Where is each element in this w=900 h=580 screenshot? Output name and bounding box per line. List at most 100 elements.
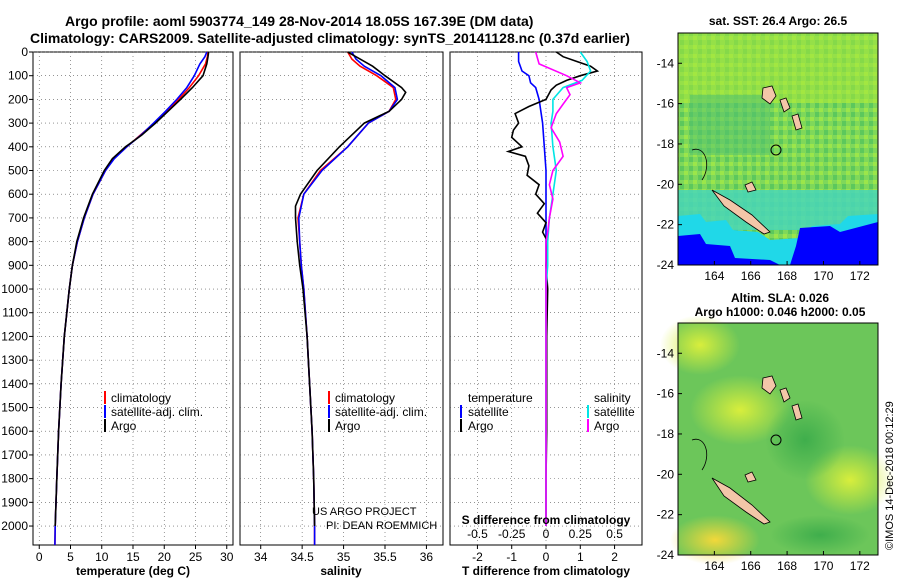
island	[791, 113, 803, 131]
x-tick-label: 35	[337, 550, 351, 564]
x2-tick-label: 0.5	[606, 527, 623, 541]
salinity-lines	[294, 51, 407, 545]
map-x-tick-label: 166	[741, 559, 761, 573]
y-tick-label: 600	[8, 187, 28, 201]
y-tick-label: 2000	[1, 519, 28, 533]
map-y-tick-label: -22	[657, 218, 675, 232]
sla-map	[660, 315, 895, 565]
x-tick-label: 2	[611, 550, 618, 564]
map-y-tick-label: -20	[657, 177, 675, 191]
sst-patch	[690, 95, 770, 155]
sst-map-ticks: 164 166 168 170 172 -14 -16 -18 -20 -22 -24	[657, 56, 870, 283]
sla-low-patch	[770, 515, 870, 555]
y-tick-label: 1200	[1, 329, 28, 343]
reef-outline	[691, 438, 708, 471]
depth-axis-ticks: 0 100 200 300 400 500 600 700 800 900 1000 1100 1200…	[1, 45, 33, 533]
imos-watermark: ©IMOS 14-Dec-2018 00:12:29	[884, 401, 896, 550]
y-tick-label: 1600	[1, 424, 28, 438]
y-tick-label: 900	[8, 258, 28, 272]
difference-legend: temperature satellite Argo salinity sate…	[460, 391, 635, 433]
sla-map-title-1: Altim. SLA: 0.026	[731, 291, 829, 305]
sla-high-patch	[670, 515, 760, 565]
temperature-lines	[54, 51, 210, 546]
sla-high-patch	[690, 375, 790, 445]
y-tick-label: 500	[8, 164, 28, 178]
x-tick-label: 35.5	[373, 550, 397, 564]
island	[779, 387, 791, 403]
y-tick-label: 200	[8, 92, 28, 106]
legend-t-satellite: satellite	[468, 405, 509, 419]
y-tick-label: 100	[8, 69, 28, 83]
x-tick-label: 36	[420, 550, 434, 564]
map-x-tick-label: 172	[850, 269, 870, 283]
legend-climatology: climatology	[335, 391, 395, 405]
series-s-argo	[534, 51, 583, 526]
y-tick-label: 300	[8, 116, 28, 130]
title-line-1: Argo profile: aoml 5903774_149 28-Nov-20…	[65, 13, 533, 29]
project-line-1: US ARGO PROJECT	[312, 506, 417, 518]
map-x-tick-label: 168	[777, 559, 797, 573]
y-tick-label: 1100	[2, 306, 28, 320]
x-tick-label: 0	[36, 550, 43, 564]
sst-cold-west	[678, 234, 780, 265]
island	[761, 85, 777, 105]
y-tick-label: 1000	[1, 282, 28, 296]
salinity-axis-ticks: 34 34.5 35 35.5 36	[254, 545, 433, 564]
sst-map-frame	[677, 32, 879, 266]
legend-argo: Argo	[335, 419, 361, 433]
y-tick-label: 400	[8, 140, 28, 154]
y-tick-label: 1300	[1, 353, 28, 367]
x-tick-label: 25	[189, 550, 203, 564]
s-difference-xlabel: S difference from climatology	[462, 513, 631, 527]
sla-map-ticks: 164 166 168 170 172 -14 -16 -18 -20 -22 -24	[657, 346, 870, 573]
legend-climatology: climatology	[111, 391, 171, 405]
project-line-2: PI: DEAN ROEMMICH	[326, 520, 437, 532]
y-tick-label: 1500	[1, 401, 28, 415]
map-x-tick-label: 164	[704, 269, 724, 283]
island	[779, 97, 791, 113]
x2-tick-label: -0.25	[498, 527, 526, 541]
argo-position-marker	[770, 434, 782, 446]
y-tick-label: 1900	[1, 495, 28, 509]
y-tick-label: 0	[21, 45, 28, 59]
map-y-tick-label: -16	[657, 97, 675, 111]
series-argo	[294, 51, 407, 527]
temperature-axis-ticks: 0 5 10 15 20 25 30	[36, 545, 234, 564]
legend-salinity-heading: salinity	[594, 391, 631, 405]
y-tick-label: 1400	[1, 377, 28, 391]
salinity-panel	[239, 51, 444, 546]
sla-map-frame	[677, 322, 879, 556]
map-y-tick-label: -18	[657, 427, 675, 441]
x-tick-label: 20	[158, 550, 172, 564]
island	[744, 181, 757, 193]
x-tick-label: -2	[472, 550, 483, 564]
map-y-tick-label: -24	[657, 258, 675, 272]
x-tick-label: 15	[126, 550, 140, 564]
sst-warm-band	[678, 33, 878, 103]
island	[791, 403, 803, 421]
new-caledonia-island	[711, 189, 771, 235]
map-x-tick-label: 168	[777, 269, 797, 283]
x-tick-label: 1	[577, 550, 584, 564]
series-argo	[54, 51, 210, 527]
salinity-legend: climatology satellite-adj. clim. Argo	[328, 391, 427, 433]
map-x-tick-label: 170	[813, 269, 833, 283]
legend-temperature-heading: temperature	[468, 391, 533, 405]
x-tick-label: 5	[67, 550, 74, 564]
legend-satellite: satellite-adj. clim.	[111, 405, 203, 419]
sla-map-title-2: Argo h1000: 0.046 h2000: 0.05	[695, 305, 866, 319]
island	[744, 471, 757, 483]
map-x-tick-label: 166	[741, 269, 761, 283]
title-line-2: Climatology: CARS2009. Satellite-adjuste…	[30, 30, 630, 46]
map-y-tick-label: -14	[657, 56, 675, 70]
sla-low-patch	[765, 400, 845, 480]
sst-map-title: sat. SST: 26.4 Argo: 26.5	[709, 14, 848, 28]
x2-tick-label: 0	[543, 527, 550, 541]
temperature-xlabel: temperature (deg C)	[76, 564, 190, 578]
y-tick-label: 800	[8, 235, 28, 249]
legend-s-argo: Argo	[594, 419, 620, 433]
temperature-panel	[32, 51, 234, 546]
map-y-tick-label: -22	[657, 508, 675, 522]
legend-argo: Argo	[111, 419, 137, 433]
